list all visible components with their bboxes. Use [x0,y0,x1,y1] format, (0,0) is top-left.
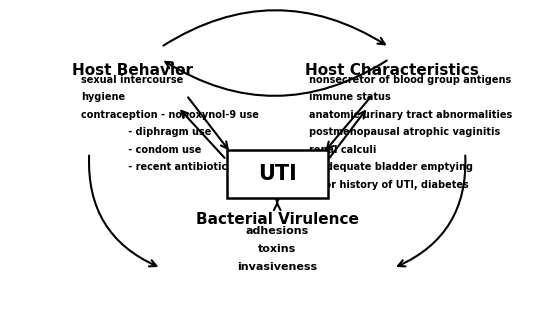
Text: prior history of UTI, diabetes: prior history of UTI, diabetes [309,180,469,190]
Text: hygiene: hygiene [81,92,125,102]
Bar [227,150,328,198]
Text: UTI: UTI [258,164,296,184]
Text: toxins: toxins [258,244,296,254]
Text: sexual intercourse: sexual intercourse [81,75,183,85]
Text: postmenopausal atrophic vaginitis: postmenopausal atrophic vaginitis [309,127,500,137]
Text: anatomic urinary tract abnormalities: anatomic urinary tract abnormalities [309,110,512,120]
Text: Host Characteristics: Host Characteristics [305,63,479,78]
Text: renal calculi: renal calculi [309,145,376,155]
Text: Host Behavior: Host Behavior [72,63,193,78]
Text: - diphragm use: - diphragm use [81,127,211,137]
Text: Bacterial Virulence: Bacterial Virulence [196,212,359,227]
Text: nonsecretor of blood group antigens: nonsecretor of blood group antigens [309,75,511,85]
Text: adhesions: adhesions [246,226,309,236]
Text: - recent antibiotic use: - recent antibiotic use [81,162,250,172]
Text: immune status: immune status [309,92,391,102]
Text: inadequate bladder emptying: inadequate bladder emptying [309,162,473,172]
Text: invasiveness: invasiveness [237,262,317,272]
Text: contraception - nonoxynol-9 use: contraception - nonoxynol-9 use [81,110,259,120]
Text: - condom use: - condom use [81,145,201,155]
